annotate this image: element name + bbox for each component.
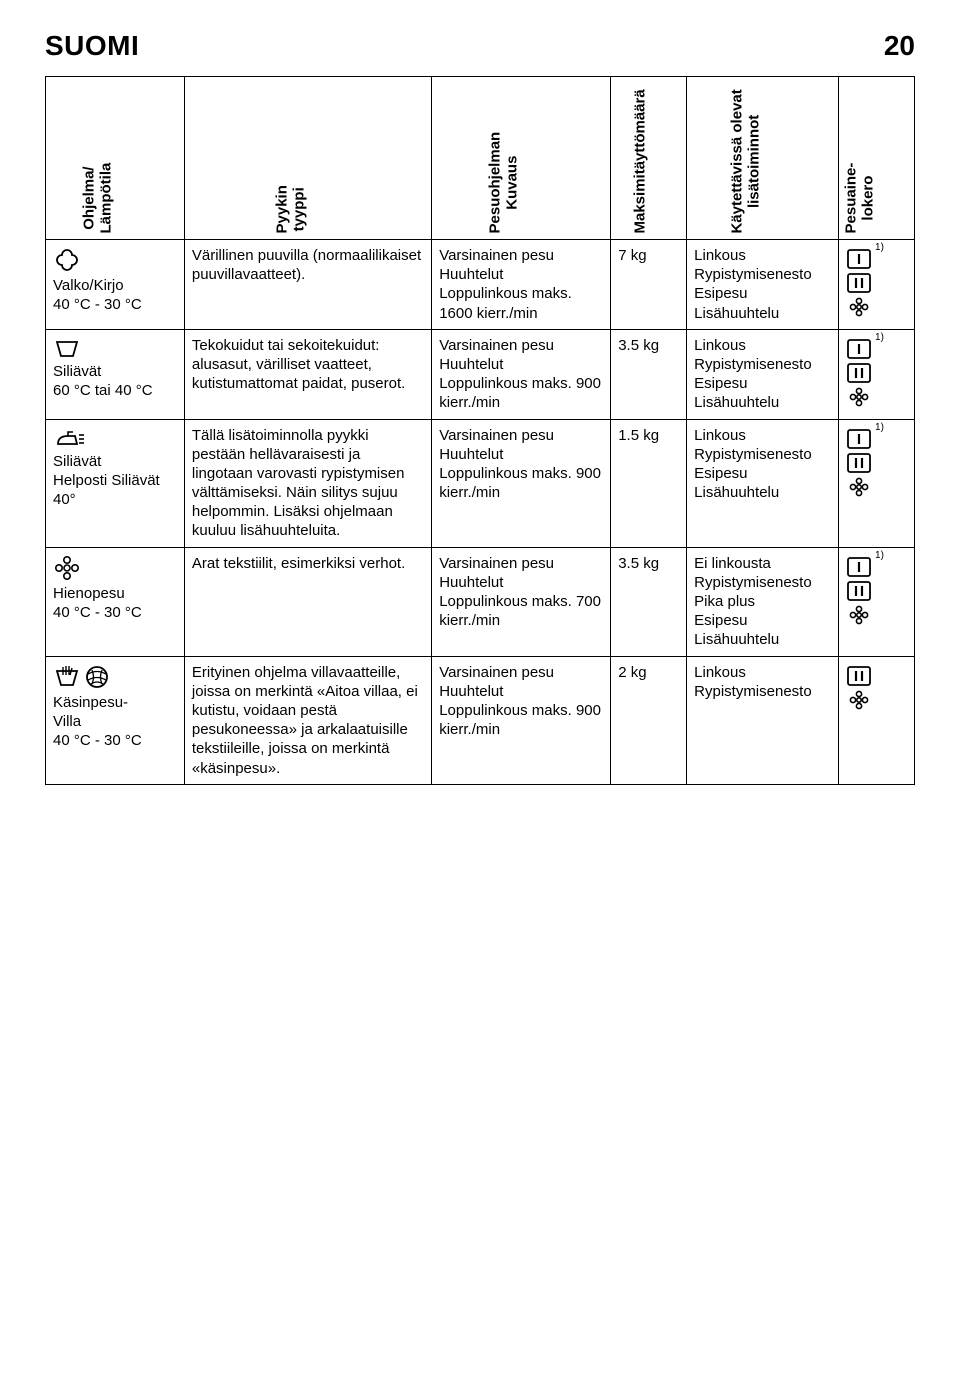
programs-table: Ohjelma/ Lämpötila Pyykin tyyppi bbox=[45, 76, 915, 785]
cell-desc: Varsinainen pesuHuuhtelutLoppulinkous ma… bbox=[432, 419, 611, 547]
page-header: SUOMI 20 bbox=[45, 30, 915, 62]
cell-type: Värillinen puuvilla (normaalilikaiset pu… bbox=[184, 240, 431, 330]
compartment-softener-icon bbox=[846, 689, 872, 711]
table-header-row: Ohjelma/ Lämpötila Pyykin tyyppi bbox=[46, 77, 915, 240]
compartment-two-icon bbox=[846, 580, 872, 602]
cell-options: LinkousRypistymisenesto bbox=[687, 656, 839, 784]
hdr-line: Pesuaine- bbox=[842, 162, 859, 233]
handwash-icon bbox=[53, 665, 79, 689]
program-temp: 40° bbox=[53, 490, 177, 509]
compartment-one-icon bbox=[846, 428, 872, 450]
cell-program: Käsinpesu-Villa40 °C - 30 °C bbox=[46, 656, 185, 784]
hdr-line: Pyykin bbox=[274, 185, 291, 233]
compartment-two-icon bbox=[846, 452, 872, 474]
cell-load: 3.5 kg bbox=[611, 329, 687, 419]
cell-type: Erityinen ohjelma villavaatteille, joiss… bbox=[184, 656, 431, 784]
program-temp: 40 °C - 30 °C bbox=[53, 295, 177, 314]
cell-program: Siliävät60 °C tai 40 °C bbox=[46, 329, 185, 419]
delicate-icon bbox=[53, 554, 81, 582]
cell-program: Valko/Kirjo40 °C - 30 °C bbox=[46, 240, 185, 330]
hdr-line: Lämpötila bbox=[98, 162, 115, 233]
hdr-line: Käytettävissä olevat bbox=[728, 89, 745, 233]
cell-desc: Varsinainen pesuHuuhtelutLoppulinkous ma… bbox=[432, 240, 611, 330]
compartment-two-icon bbox=[846, 272, 872, 294]
cell-compartments: 1) bbox=[839, 419, 915, 547]
compartment-one-icon bbox=[846, 248, 872, 270]
cell-type: Arat tekstiilit, esimerkiksi verhot. bbox=[184, 547, 431, 656]
header-left: SUOMI bbox=[45, 30, 139, 62]
table-row: Käsinpesu-Villa40 °C - 30 °CErityinen oh… bbox=[46, 656, 915, 784]
hdr-line: tyyppi bbox=[291, 187, 308, 231]
cell-load: 3.5 kg bbox=[611, 547, 687, 656]
cell-desc: Varsinainen pesuHuuhtelutLoppulinkous ma… bbox=[432, 656, 611, 784]
cell-load: 1.5 kg bbox=[611, 419, 687, 547]
table-row: Hienopesu40 °C - 30 °CArat tekstiilit, e… bbox=[46, 547, 915, 656]
cell-options: LinkousRypistymisenestoEsipesuLisähuuhte… bbox=[687, 240, 839, 330]
hdr-line: lisätoiminnot bbox=[745, 114, 762, 207]
hdr-line: Kuvaus bbox=[504, 155, 521, 209]
cell-type: Tekokuidut tai sekoitekuidut: alusasut, … bbox=[184, 329, 431, 419]
cell-load: 7 kg bbox=[611, 240, 687, 330]
program-name: Valko/Kirjo bbox=[53, 276, 177, 295]
compartment-one-icon bbox=[846, 338, 872, 360]
cell-compartments: 1) bbox=[839, 547, 915, 656]
compartment-one-icon bbox=[846, 556, 872, 578]
col-header-options: Käytettävissä olevat lisätoiminnot bbox=[687, 77, 839, 240]
compartment-two-icon bbox=[846, 665, 872, 687]
cell-program: Hienopesu40 °C - 30 °C bbox=[46, 547, 185, 656]
col-header-program: Ohjelma/ Lämpötila bbox=[46, 77, 185, 240]
table-row: Siliävät60 °C tai 40 °CTekokuidut tai se… bbox=[46, 329, 915, 419]
cell-compartments: 1) bbox=[839, 240, 915, 330]
cell-compartments: 1) bbox=[839, 329, 915, 419]
col-header-load: Maksimitäyttömäärä bbox=[611, 77, 687, 240]
hdr-line: Pesuohjelman bbox=[487, 131, 504, 233]
col-header-type: Pyykin tyyppi bbox=[184, 77, 431, 240]
wool-icon bbox=[83, 663, 111, 691]
cell-compartments bbox=[839, 656, 915, 784]
program-name: Hienopesu bbox=[53, 584, 177, 603]
cell-desc: Varsinainen pesuHuuhtelutLoppulinkous ma… bbox=[432, 329, 611, 419]
cell-load: 2 kg bbox=[611, 656, 687, 784]
col-header-comp: Pesuaine- lokero bbox=[839, 77, 915, 240]
cotton-icon bbox=[53, 246, 81, 274]
compartment-softener-icon bbox=[846, 476, 872, 498]
synthetic-icon bbox=[53, 336, 81, 360]
col-header-desc: Pesuohjelman Kuvaus bbox=[432, 77, 611, 240]
iron-icon bbox=[53, 426, 87, 450]
page-number: 20 bbox=[884, 30, 915, 62]
program-name: SiliävätHelposti Siliävät bbox=[53, 452, 177, 490]
cell-program: SiliävätHelposti Siliävät40° bbox=[46, 419, 185, 547]
program-temp: 40 °C - 30 °C bbox=[53, 731, 177, 750]
cell-options: LinkousRypistymisenestoEsipesuLisähuuhte… bbox=[687, 329, 839, 419]
cell-options: Ei linkoustaRypistymisenestoPika plusEsi… bbox=[687, 547, 839, 656]
compartment-two-icon bbox=[846, 362, 872, 384]
compartment-softener-icon bbox=[846, 386, 872, 408]
program-name: Siliävät bbox=[53, 362, 177, 381]
cell-desc: Varsinainen pesuHuuhtelutLoppulinkous ma… bbox=[432, 547, 611, 656]
program-temp: 60 °C tai 40 °C bbox=[53, 381, 177, 400]
table-row: Valko/Kirjo40 °C - 30 °CVärillinen puuvi… bbox=[46, 240, 915, 330]
compartment-softener-icon bbox=[846, 296, 872, 318]
cell-type: Tällä lisätoiminnolla pyykki pestään hel… bbox=[184, 419, 431, 547]
cell-options: LinkousRypistymisenestoEsipesuLisähuuhte… bbox=[687, 419, 839, 547]
hdr-line: lokero bbox=[859, 175, 876, 220]
hdr-line: Ohjelma/ bbox=[80, 166, 97, 229]
program-name: Käsinpesu-Villa bbox=[53, 693, 177, 731]
program-temp: 40 °C - 30 °C bbox=[53, 603, 177, 622]
compartment-softener-icon bbox=[846, 604, 872, 626]
table-row: SiliävätHelposti Siliävät40°Tällä lisäto… bbox=[46, 419, 915, 547]
